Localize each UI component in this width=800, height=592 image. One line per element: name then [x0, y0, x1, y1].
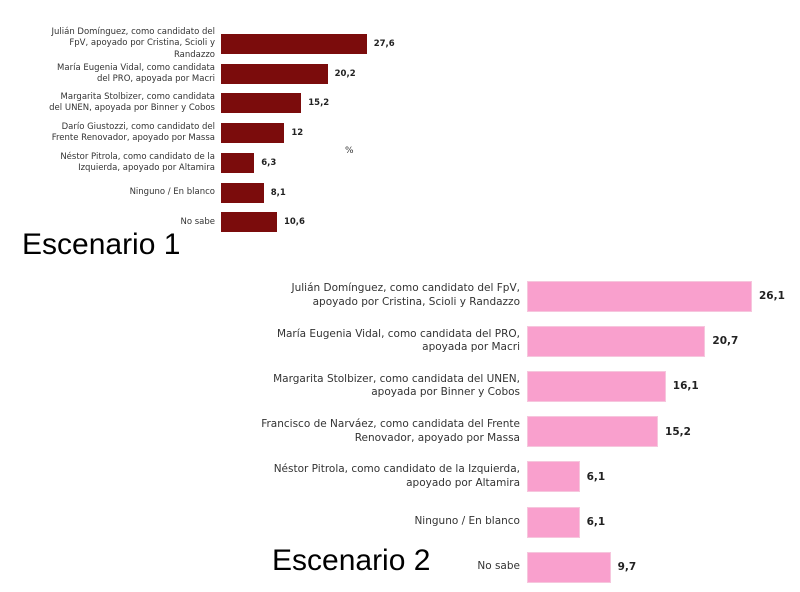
- category-label: Margarita Stolbizer, como candidata del …: [273, 372, 520, 399]
- bar: [221, 63, 328, 84]
- bar: [221, 123, 285, 144]
- bar: [221, 93, 302, 114]
- category-label: Néstor Pitrola, como candidato de la Izq…: [60, 151, 215, 173]
- category-label: Darío Giustozzi, como candidato del Fren…: [51, 122, 215, 144]
- category-label: Julián Domínguez, como candidato del FpV…: [51, 27, 215, 60]
- annotation: %: [345, 146, 354, 156]
- bar: [527, 416, 659, 448]
- bar: [527, 506, 580, 538]
- category-label: Ninguno / En blanco: [129, 186, 215, 197]
- bar: [527, 370, 666, 402]
- value-label: 26,1: [758, 290, 785, 302]
- bar: [221, 212, 277, 233]
- value-label: 27,6: [373, 39, 395, 49]
- category-label: Julián Domínguez, como candidato del FpV…: [291, 282, 520, 308]
- bar: [527, 325, 706, 357]
- value-label: 15,2: [308, 98, 330, 109]
- bar: [527, 551, 611, 583]
- category-label: Francisco de Narváez, como candidata del…: [261, 417, 520, 444]
- bar: [221, 152, 255, 173]
- value-label: 6,3: [261, 157, 277, 168]
- value-label: 10,6: [283, 217, 305, 228]
- value-label: 12: [291, 128, 304, 139]
- value-label: 15,2: [665, 425, 691, 438]
- bar: [527, 461, 580, 493]
- value-label: 9,7: [617, 561, 637, 574]
- value-label: 20,7: [712, 335, 739, 348]
- value-label: 8,1: [270, 187, 286, 198]
- category-label: Margarita Stolbizer, como candidata del …: [49, 92, 215, 114]
- value-label: 6,1: [586, 470, 606, 483]
- category-label: María Eugenia Vidal, como candidata del …: [57, 62, 215, 84]
- category-label: No sabe: [180, 216, 215, 227]
- category-label: María Eugenia Vidal, como candidata del …: [276, 327, 520, 354]
- category-label: Ninguno / En blanco: [414, 515, 520, 528]
- value-label: 16,1: [672, 380, 699, 393]
- chart-title: Escenario 1: [22, 228, 181, 261]
- bar: [221, 182, 264, 203]
- bar: [527, 280, 752, 312]
- chart-title: Escenario 2: [272, 544, 431, 577]
- value-label: 6,1: [586, 516, 606, 528]
- category-label: Néstor Pitrola, como candidato de la Izq…: [273, 463, 520, 489]
- category-label: No sabe: [477, 560, 520, 573]
- value-label: 20,2: [334, 68, 356, 79]
- bar: [221, 34, 367, 54]
